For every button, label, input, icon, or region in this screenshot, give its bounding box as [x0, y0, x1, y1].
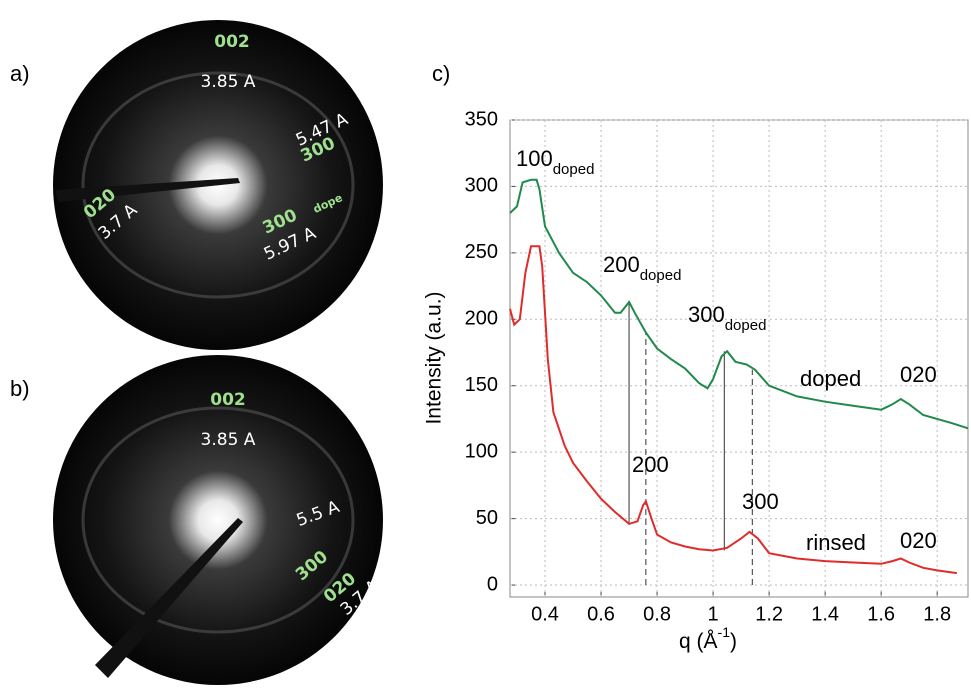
- annotation-sub: doped: [553, 161, 595, 178]
- annotation: rinsed: [806, 530, 866, 555]
- annotation-text: 020: [900, 528, 937, 553]
- annotation-text: 300: [742, 489, 779, 514]
- annotation: doped: [800, 366, 861, 391]
- annotation-text: doped: [800, 366, 861, 391]
- diffraction-label: 002: [210, 390, 246, 410]
- x-tick-label: 0.4: [531, 603, 559, 625]
- x-axis-label-text: q (Å: [679, 630, 718, 653]
- diffraction-ring: [81, 406, 355, 634]
- y-tick-label: 50: [476, 507, 498, 529]
- x-tick-label: 1.8: [923, 603, 951, 625]
- y-tick-label: 0: [487, 573, 498, 595]
- x-tick-label: 1: [708, 603, 719, 625]
- annotation-sub: doped: [640, 267, 682, 284]
- y-tick-label: 350: [465, 108, 498, 130]
- y-tick-label: 150: [465, 374, 498, 396]
- x-axis-label-end: ): [730, 630, 737, 653]
- x-axis-label: q (Å-1): [679, 624, 737, 653]
- panel-label: a): [10, 61, 30, 86]
- annotation-sub: doped: [725, 317, 767, 334]
- panel-label: c): [432, 61, 450, 86]
- y-tick-label: 250: [465, 241, 498, 263]
- annotation-text: 100: [516, 146, 553, 171]
- annotation: 300: [742, 489, 779, 514]
- beam-stop: [95, 518, 243, 678]
- series-line: [509, 178, 969, 430]
- x-tick-label: 0.8: [643, 603, 671, 625]
- annotation-text: 300: [688, 302, 725, 327]
- x-axis-label-sup: -1: [718, 624, 731, 640]
- annotation-text: 020: [900, 362, 937, 387]
- annotation: 020: [900, 528, 937, 553]
- annotation: 200: [632, 452, 669, 477]
- x-tick-label: 1.2: [755, 603, 783, 625]
- y-tick-label: 100: [465, 440, 498, 462]
- diffraction-label: 3.85 A: [201, 72, 256, 92]
- annotation: 200doped: [603, 252, 681, 284]
- x-tick-label: 1.4: [811, 603, 839, 625]
- annotation-text: rinsed: [806, 530, 866, 555]
- x-tick-label: 1.6: [867, 603, 895, 625]
- annotation: 300doped: [688, 302, 766, 334]
- y-tick-label: 300: [465, 175, 498, 197]
- y-tick-label: 200: [465, 308, 498, 330]
- annotation: 020: [900, 362, 937, 387]
- beam-stop: [55, 178, 240, 202]
- series-line: [509, 245, 957, 575]
- diffraction-pattern-b: [53, 355, 383, 685]
- diffraction-ring: [81, 71, 355, 299]
- x-tick-label: 0.6: [587, 603, 615, 625]
- annotation-text: 200: [632, 452, 669, 477]
- panel-label: b): [10, 376, 30, 401]
- y-axis-label: Intensity (a.u.): [423, 291, 446, 424]
- plot-frame: [509, 119, 969, 598]
- annotation-text: 200: [603, 252, 640, 277]
- annotation: 100doped: [516, 146, 594, 178]
- diffraction-label: 3.85 A: [201, 430, 256, 450]
- diffraction-label: 002: [214, 32, 250, 52]
